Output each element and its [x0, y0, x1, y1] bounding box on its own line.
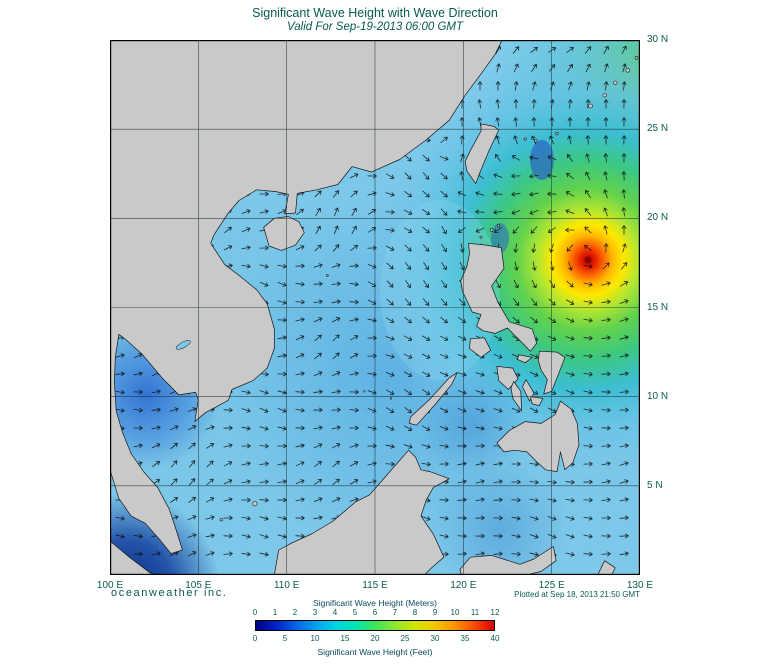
lat-label-3: 15 N — [647, 301, 669, 313]
feet-tick-5: 25 — [400, 634, 410, 643]
feet-tick-0: 0 — [252, 634, 258, 643]
colorbar-meters-label: Significant Wave Height (Meters) — [313, 598, 437, 608]
feet-tick-6: 30 — [430, 634, 440, 643]
meters-tick-5: 5 — [352, 608, 358, 617]
map-svg — [31, 0, 775, 665]
land-layer — [109, 39, 639, 576]
colorbar-gradient-bar — [255, 620, 495, 631]
meters-tick-10: 10 — [450, 608, 460, 617]
feet-tick-2: 10 — [310, 634, 320, 643]
meters-tick-8: 8 — [412, 608, 418, 617]
lat-label-2: 20 N — [647, 212, 669, 224]
meters-tick-3: 3 — [312, 608, 318, 617]
feet-tick-3: 15 — [340, 634, 350, 643]
lon-label-0: 100 E — [96, 580, 124, 591]
meters-tick-2: 2 — [292, 608, 298, 617]
meters-tick-11: 11 — [470, 608, 480, 617]
meters-tick-7: 7 — [392, 608, 398, 617]
brand-logo-text: oceanweather inc. — [111, 587, 228, 599]
lon-label-4: 120 E — [450, 580, 477, 591]
meters-tick-0: 0 — [252, 608, 258, 617]
lon-label-3: 115 E — [362, 580, 388, 591]
feet-tick-8: 40 — [490, 634, 500, 643]
meters-tick-1: 1 — [272, 608, 278, 617]
graticule-layer — [110, 40, 640, 575]
colorbar-feet-label: Significant Wave Height (Feet) — [317, 647, 433, 657]
lat-label-5: 5 N — [647, 479, 663, 491]
lat-label-4: 10 N — [647, 390, 669, 402]
lat-label-0: 30 N — [647, 34, 669, 45]
lat-label-1: 25 N — [647, 123, 669, 135]
feet-tick-1: 5 — [282, 634, 288, 643]
plot-timestamp: Plotted at Sep 18, 2013 21:50 GMT — [514, 590, 640, 599]
feet-tick-7: 35 — [460, 634, 470, 643]
lon-label-1: 105 E — [185, 580, 212, 591]
meters-tick-12: 12 — [490, 608, 500, 617]
lon-label-6: 130 E — [626, 580, 654, 591]
map-canvas — [31, 0, 775, 665]
meters-tick-4: 4 — [332, 608, 338, 617]
chart-validity: Valid For Sep-19-2013 06:00 GMT — [287, 21, 463, 33]
lon-label-5: 125 E — [538, 580, 565, 591]
meters-tick-9: 9 — [432, 608, 438, 617]
chart-title: Significant Wave Height with Wave Direct… — [252, 6, 498, 20]
lon-label-2: 110 E — [273, 580, 300, 591]
meters-tick-6: 6 — [372, 608, 378, 617]
feet-tick-4: 20 — [370, 634, 380, 643]
